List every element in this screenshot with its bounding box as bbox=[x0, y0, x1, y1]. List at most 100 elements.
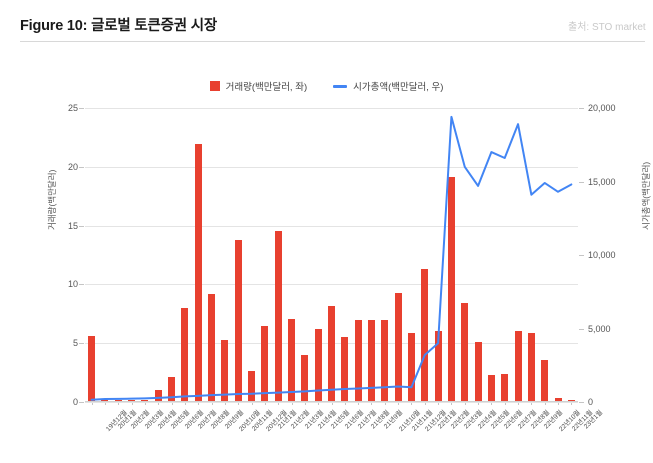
x-axis-tickmark bbox=[118, 402, 120, 405]
bar bbox=[168, 377, 176, 402]
plot-area bbox=[85, 108, 578, 403]
x-axis-tickmark bbox=[171, 402, 173, 405]
header-divider bbox=[20, 41, 645, 42]
bar bbox=[527, 332, 535, 402]
x-axis-tickmark bbox=[278, 402, 280, 405]
bar bbox=[514, 331, 522, 402]
bar bbox=[421, 269, 429, 402]
x-axis-tickmark bbox=[344, 402, 346, 405]
bar bbox=[288, 318, 296, 402]
bar bbox=[88, 336, 96, 402]
y-axis-left-tickmark bbox=[79, 343, 84, 345]
chart-legend: 거래량(백만달러, 좌) 시가총액(백만달러, 우) bbox=[0, 78, 653, 94]
x-axis-tickmark bbox=[224, 402, 226, 405]
x-axis-tickmark bbox=[104, 402, 106, 405]
bar bbox=[221, 339, 229, 402]
gridline bbox=[85, 284, 578, 286]
x-axis-tickmark bbox=[398, 402, 400, 405]
x-axis-tickmark bbox=[518, 402, 520, 405]
y-axis-right-tickmark bbox=[579, 181, 584, 183]
bar bbox=[314, 329, 322, 402]
bar bbox=[181, 307, 189, 402]
source-note: 출처: STO market bbox=[568, 22, 646, 33]
gridline bbox=[85, 402, 578, 403]
bar bbox=[328, 305, 335, 402]
bar bbox=[341, 337, 349, 402]
x-axis-tickmark bbox=[238, 402, 240, 405]
gridline bbox=[85, 225, 578, 227]
bar bbox=[501, 373, 509, 402]
bar bbox=[367, 319, 375, 402]
y-axis-right-tick: 20,000 bbox=[588, 103, 616, 113]
y-axis-left-tick: 10 bbox=[67, 279, 78, 290]
bar bbox=[274, 231, 282, 402]
x-axis-tickmark bbox=[291, 402, 293, 405]
x-axis-tickmark bbox=[371, 402, 373, 405]
bar bbox=[261, 325, 269, 402]
x-axis-tickmark bbox=[264, 402, 266, 405]
bar bbox=[394, 292, 402, 402]
x-axis-tickmark bbox=[158, 402, 160, 405]
x-axis-tickmark bbox=[304, 402, 306, 405]
x-axis-tickmark bbox=[144, 402, 146, 405]
bar bbox=[567, 399, 575, 402]
x-axis-tickmark bbox=[438, 402, 440, 405]
bar bbox=[234, 239, 242, 402]
y-axis-left-tick: 15 bbox=[67, 220, 78, 231]
legend-item-volume[interactable]: 거래량(백만달러, 좌) bbox=[209, 79, 308, 93]
x-axis-baseline bbox=[85, 401, 578, 402]
bar bbox=[141, 399, 149, 402]
x-axis-tickmark bbox=[571, 402, 573, 405]
y-axis-left-tickmark bbox=[79, 402, 84, 403]
x-axis-tickmark bbox=[531, 402, 533, 405]
legend-bar-swatch-icon bbox=[209, 81, 220, 91]
y-axis-left-tick: 0 bbox=[72, 397, 78, 407]
y-axis-right-tickmark bbox=[579, 255, 584, 256]
x-axis-tickmark bbox=[184, 402, 186, 405]
x-axis-tickmark bbox=[491, 402, 493, 405]
y-axis-right-tickmark bbox=[579, 328, 584, 330]
page-title: Figure 10: 글로벌 토큰증권 시장 bbox=[20, 18, 218, 34]
x-axis-tickmark bbox=[198, 402, 200, 405]
y-axis-left-tick: 5 bbox=[72, 338, 78, 349]
bar bbox=[461, 303, 469, 402]
x-axis-tickmark bbox=[544, 402, 546, 405]
x-axis-tickmark bbox=[384, 402, 386, 405]
x-axis-tickmark bbox=[318, 402, 320, 405]
y-axis-left-tickmark bbox=[79, 225, 84, 227]
y-axis-right-tick: 0 bbox=[588, 397, 594, 407]
legend-item-marketcap-label: 시가총액(백만달러, 우) bbox=[353, 82, 444, 93]
bar bbox=[541, 359, 549, 402]
gridline bbox=[85, 108, 578, 109]
bar bbox=[354, 319, 362, 402]
y-axis-left-tick: 25 bbox=[67, 103, 78, 113]
x-axis-tickmark bbox=[451, 402, 453, 405]
y-axis-left-tickmark bbox=[79, 108, 84, 109]
x-axis-tickmark bbox=[358, 402, 360, 405]
bar bbox=[381, 319, 389, 402]
x-axis-tickmark bbox=[91, 402, 93, 405]
bar bbox=[407, 332, 415, 402]
legend-item-volume-label: 거래량(백만달러, 좌) bbox=[225, 82, 308, 93]
y-axis-right-tick: 5,000 bbox=[588, 323, 611, 334]
bar bbox=[434, 331, 442, 402]
x-axis-tickmark bbox=[331, 402, 333, 405]
x-axis-tickmark bbox=[424, 402, 426, 405]
bar bbox=[114, 399, 122, 402]
y-axis-left-tickmark bbox=[79, 166, 84, 168]
y-axis-right-tickmark bbox=[579, 108, 584, 109]
legend-line-swatch-icon bbox=[333, 84, 348, 88]
x-axis-tickmark bbox=[211, 402, 213, 405]
x-axis-tickmark bbox=[251, 402, 253, 405]
x-axis-tickmark bbox=[131, 402, 133, 405]
legend-item-marketcap[interactable]: 시가총액(백만달러, 우) bbox=[333, 79, 443, 93]
y-axis-left-tickmark bbox=[79, 284, 84, 286]
bar bbox=[194, 144, 202, 402]
bar bbox=[248, 371, 256, 402]
x-axis-tickmark bbox=[558, 402, 559, 405]
y-axis-right-tick: 15,000 bbox=[588, 176, 616, 187]
bar bbox=[301, 354, 309, 402]
y-axis-right-title: 시가총액(백만달러) bbox=[641, 161, 651, 230]
bar bbox=[447, 177, 455, 402]
